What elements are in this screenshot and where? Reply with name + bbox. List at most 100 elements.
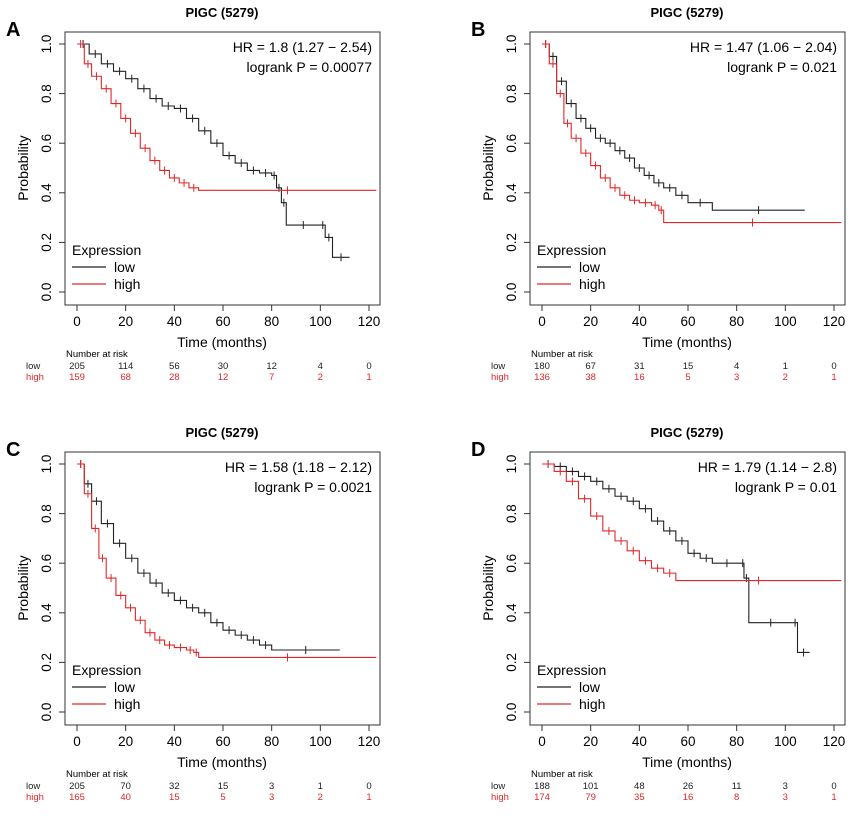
x-tick-label: 20 bbox=[583, 314, 598, 329]
y-tick-label: 0.0 bbox=[504, 703, 519, 722]
risk-count-high: 68 bbox=[120, 372, 131, 383]
risk-row-label-low: low bbox=[26, 781, 40, 792]
risk-row-label-low: low bbox=[491, 781, 505, 792]
logrank-p: logrank P = 0.00077 bbox=[247, 59, 373, 75]
x-tick-label: 0 bbox=[73, 314, 81, 329]
y-tick-label: 0.4 bbox=[504, 183, 519, 202]
y-tick-label: 0.6 bbox=[39, 134, 54, 153]
risk-count-high: 5 bbox=[685, 372, 690, 383]
risk-count-low: 0 bbox=[831, 781, 836, 792]
y-axis-label: Probability bbox=[15, 135, 31, 200]
risk-count-high: 159 bbox=[69, 372, 85, 383]
risk-count-high: 16 bbox=[634, 372, 645, 383]
legend-title: Expression bbox=[537, 662, 606, 678]
x-tick-label: 0 bbox=[538, 314, 546, 329]
x-tick-label: 120 bbox=[358, 314, 381, 329]
y-tick-label: 0.2 bbox=[504, 233, 519, 252]
risk-count-low: 1 bbox=[783, 361, 788, 372]
risk-count-high: 165 bbox=[69, 792, 85, 803]
x-tick-label: 60 bbox=[680, 734, 695, 749]
hazard-ratio: HR = 1.47 (1.06 − 2.04) bbox=[690, 39, 837, 55]
chart-title: PIGC (5279) bbox=[651, 5, 724, 20]
risk-count-low: 70 bbox=[120, 781, 131, 792]
risk-count-high: 2 bbox=[783, 372, 788, 383]
x-tick-label: 120 bbox=[358, 734, 381, 749]
y-tick-label: 0.0 bbox=[39, 283, 54, 302]
logrank-p: logrank P = 0.01 bbox=[735, 479, 837, 495]
x-tick-label: 40 bbox=[632, 734, 647, 749]
risk-count-low: 3 bbox=[269, 781, 274, 792]
risk-row-label-high: high bbox=[26, 792, 44, 803]
risk-count-high: 1 bbox=[831, 792, 836, 803]
risk-count-low: 15 bbox=[683, 361, 694, 372]
risk-count-low: 67 bbox=[585, 361, 596, 372]
x-tick-label: 40 bbox=[167, 734, 182, 749]
x-tick-label: 60 bbox=[680, 314, 695, 329]
risk-count-high: 15 bbox=[169, 792, 180, 803]
risk-count-high: 2 bbox=[318, 372, 323, 383]
x-tick-label: 80 bbox=[264, 734, 279, 749]
y-tick-label: 0.4 bbox=[39, 603, 54, 622]
y-tick-label: 0.4 bbox=[504, 603, 519, 622]
risk-row-label-high: high bbox=[26, 372, 44, 383]
y-tick-label: 0.0 bbox=[504, 283, 519, 302]
km-curve-high bbox=[542, 463, 842, 582]
x-tick-label: 20 bbox=[583, 734, 598, 749]
x-tick-label: 40 bbox=[632, 314, 647, 329]
risk-count-high: 7 bbox=[269, 372, 274, 383]
x-axis-label: Time (months) bbox=[177, 334, 267, 350]
risk-count-high: 136 bbox=[534, 372, 550, 383]
risk-count-high: 79 bbox=[585, 792, 596, 803]
risk-count-low: 15 bbox=[218, 781, 229, 792]
x-tick-label: 80 bbox=[729, 314, 744, 329]
y-tick-label: 0.8 bbox=[39, 84, 54, 103]
risk-count-high: 5 bbox=[220, 792, 225, 803]
y-tick-label: 0.0 bbox=[39, 703, 54, 722]
y-tick-label: 1.0 bbox=[39, 35, 54, 54]
panel-letter: A bbox=[6, 19, 20, 41]
risk-count-low: 11 bbox=[732, 781, 742, 792]
risk-count-high: 28 bbox=[169, 372, 180, 383]
chart-title: PIGC (5279) bbox=[186, 5, 259, 20]
panel-letter: D bbox=[471, 439, 485, 461]
x-tick-label: 120 bbox=[823, 314, 846, 329]
y-tick-label: 0.8 bbox=[504, 84, 519, 103]
legend-title: Expression bbox=[72, 662, 141, 678]
risk-count-low: 4 bbox=[734, 361, 739, 372]
chart-title: PIGC (5279) bbox=[186, 425, 259, 440]
risk-count-low: 114 bbox=[118, 361, 133, 372]
y-tick-label: 1.0 bbox=[504, 35, 519, 54]
y-tick-label: 0.2 bbox=[39, 233, 54, 252]
y-tick-label: 0.8 bbox=[39, 504, 54, 523]
legend-label-high: high bbox=[114, 276, 140, 292]
chart-title: PIGC (5279) bbox=[651, 425, 724, 440]
y-axis-label: Probability bbox=[480, 555, 496, 620]
y-tick-label: 0.2 bbox=[504, 653, 519, 672]
y-tick-label: 1.0 bbox=[39, 455, 54, 474]
x-tick-label: 100 bbox=[309, 314, 332, 329]
legend-label-high: high bbox=[579, 276, 605, 292]
risk-row-label-high: high bbox=[491, 372, 509, 383]
y-tick-label: 0.6 bbox=[504, 134, 519, 153]
legend-label-low: low bbox=[579, 259, 601, 275]
risk-count-low: 0 bbox=[366, 361, 371, 372]
x-tick-label: 80 bbox=[264, 314, 279, 329]
x-tick-label: 100 bbox=[774, 314, 797, 329]
risk-count-low: 56 bbox=[169, 361, 180, 372]
risk-header: Number at risk bbox=[66, 349, 128, 360]
risk-count-high: 35 bbox=[634, 792, 645, 803]
legend-label-low: low bbox=[579, 679, 601, 695]
risk-count-low: 1 bbox=[318, 781, 323, 792]
y-axis-label: Probability bbox=[15, 555, 31, 620]
logrank-p: logrank P = 0.021 bbox=[727, 59, 837, 75]
risk-count-low: 0 bbox=[831, 361, 836, 372]
legend-label-high: high bbox=[114, 696, 140, 712]
risk-count-low: 32 bbox=[169, 781, 180, 792]
risk-header: Number at risk bbox=[66, 769, 128, 780]
panel-letter: B bbox=[471, 19, 485, 41]
x-tick-label: 80 bbox=[729, 734, 744, 749]
y-tick-label: 0.6 bbox=[39, 554, 54, 573]
x-tick-label: 60 bbox=[215, 314, 230, 329]
hazard-ratio: HR = 1.79 (1.14 − 2.8) bbox=[698, 459, 837, 475]
